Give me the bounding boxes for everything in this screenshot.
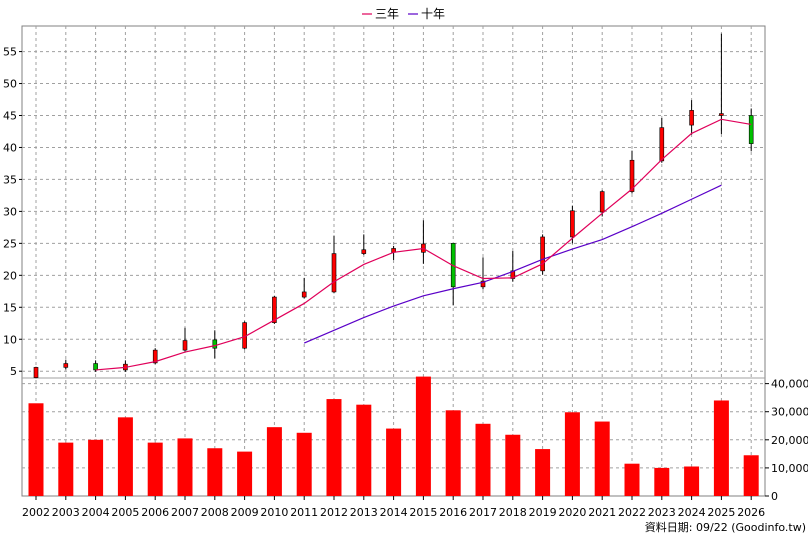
source-text: 資料日期: 09/22 (Goodinfo.tw) xyxy=(645,520,806,534)
x-tick-label: 2019 xyxy=(529,506,557,519)
candle-body xyxy=(182,340,188,351)
legend-label-10y: 十年 xyxy=(421,7,445,21)
x-tick-label: 2008 xyxy=(201,506,229,519)
volume-bar xyxy=(684,466,700,496)
price-tick-label: 30 xyxy=(3,205,17,218)
volume-tick-label: 30,000 xyxy=(771,406,808,419)
price-tick-label: 5 xyxy=(10,365,17,378)
volume-bar xyxy=(713,400,729,496)
x-tick-label: 2006 xyxy=(141,506,169,519)
candle-body xyxy=(599,191,605,213)
volume-axis: 0 10,000 20,000 30,000 40,000 xyxy=(765,378,808,503)
volume-bar xyxy=(564,412,580,496)
volume-bar xyxy=(594,421,610,496)
x-tick-label: 2025 xyxy=(707,506,735,519)
x-tick-label: 2021 xyxy=(588,506,616,519)
volume-tick-label: 20,000 xyxy=(771,434,808,447)
volume-tick-label: 10,000 xyxy=(771,462,808,475)
candle-body xyxy=(540,236,545,272)
candle-body xyxy=(33,367,39,378)
x-tick-label: 2012 xyxy=(320,506,348,519)
volume-bar xyxy=(237,451,253,496)
x-tick-label: 2020 xyxy=(558,506,586,519)
candle-body xyxy=(212,339,218,349)
price-tick-label: 55 xyxy=(3,46,17,59)
volume-bar xyxy=(207,448,223,496)
price-tick-label: 10 xyxy=(3,333,17,346)
candle-body xyxy=(272,296,277,323)
candles xyxy=(33,33,754,379)
volume-bar xyxy=(266,427,282,496)
x-tick-label: 2002 xyxy=(22,506,50,519)
price-tick-label: 50 xyxy=(3,78,17,91)
volume-bar xyxy=(177,438,193,496)
volume-bar xyxy=(505,434,521,496)
x-tick-label: 2004 xyxy=(82,506,110,519)
volume-bar xyxy=(356,404,372,496)
x-tick-label: 2005 xyxy=(111,506,139,519)
candle-body xyxy=(748,115,754,144)
volume-bar xyxy=(28,403,44,496)
candle-body xyxy=(570,210,575,238)
volume-tick-label: 0 xyxy=(771,490,778,503)
volume-bar xyxy=(535,449,551,496)
candle-body xyxy=(63,363,69,368)
x-tick-label: 2026 xyxy=(737,506,765,519)
volume-bar xyxy=(117,417,133,496)
volume-bar xyxy=(624,463,640,496)
volume-bar xyxy=(58,442,74,496)
candle-body xyxy=(689,110,694,126)
volume-bar xyxy=(743,455,759,496)
volume-bar xyxy=(415,376,431,496)
ma-10y-line xyxy=(303,184,722,344)
x-tick-label: 2014 xyxy=(380,506,408,519)
volume-bar xyxy=(147,442,163,496)
volume-bar xyxy=(445,410,461,496)
legend: 三年 十年 xyxy=(362,7,445,21)
price-axis: 5 10 15 20 25 30 35 40 45 50 55 xyxy=(3,46,22,378)
volume-bar xyxy=(326,399,342,496)
candle-body xyxy=(301,291,307,298)
candle-body xyxy=(719,113,724,116)
candle-body xyxy=(361,249,367,254)
candle-body xyxy=(331,253,337,293)
volume-bar xyxy=(88,439,104,496)
x-tick-label: 2007 xyxy=(171,506,199,519)
candle-body xyxy=(659,127,665,162)
x-tick-label: 2018 xyxy=(499,506,527,519)
x-tick-label: 2015 xyxy=(409,506,437,519)
price-tick-label: 35 xyxy=(3,173,17,186)
price-tick-label: 45 xyxy=(3,110,17,123)
moving-average-lines xyxy=(95,118,752,371)
x-tick-label: 2023 xyxy=(648,506,676,519)
price-tick-label: 25 xyxy=(3,237,17,250)
x-tick-label: 2010 xyxy=(260,506,288,519)
volume-bars xyxy=(28,376,759,496)
ma-3y-line xyxy=(95,118,752,371)
x-tick-label: 2017 xyxy=(469,506,497,519)
x-tick-label: 2013 xyxy=(350,506,378,519)
legend-label-3y: 三年 xyxy=(375,7,399,21)
price-tick-label: 15 xyxy=(3,301,17,314)
x-tick-label: 2022 xyxy=(618,506,646,519)
volume-tick-label: 40,000 xyxy=(771,378,808,391)
volume-bar xyxy=(654,467,670,496)
x-tick-label: 2016 xyxy=(439,506,467,519)
x-tick-label: 2011 xyxy=(290,506,318,519)
candle-body xyxy=(629,159,635,192)
candle-body xyxy=(480,280,486,288)
x-tick-label: 2003 xyxy=(52,506,80,519)
volume-bar xyxy=(296,432,312,496)
x-tick-label: 2009 xyxy=(231,506,259,519)
x-axis: 2002 2003 2004 2005 2006 2007 2008 2009 2010 2011… xyxy=(22,496,765,519)
volume-bar xyxy=(475,423,491,496)
x-tick-label: 2024 xyxy=(678,506,706,519)
volume-bar xyxy=(386,428,402,496)
price-tick-label: 20 xyxy=(3,269,17,282)
candle-body xyxy=(152,349,158,364)
price-tick-label: 40 xyxy=(3,141,17,154)
candle-body xyxy=(93,363,98,371)
